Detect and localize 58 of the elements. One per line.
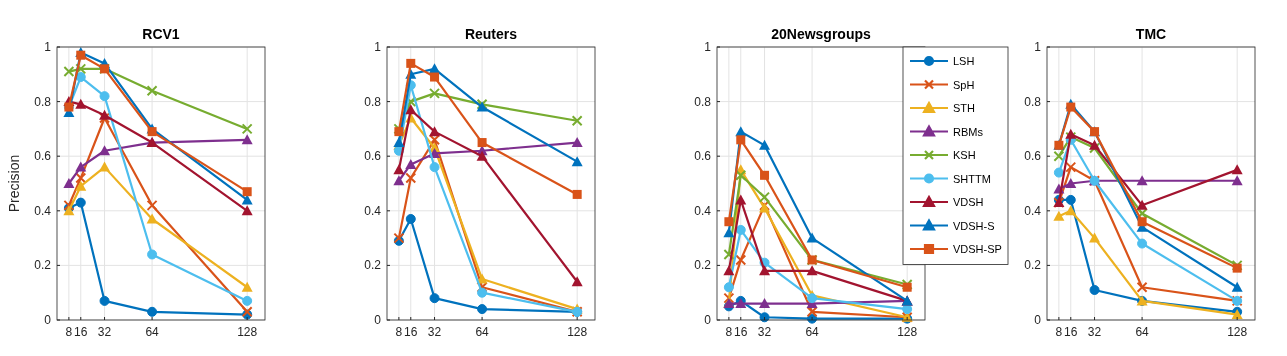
legend-label: SpH bbox=[953, 78, 975, 91]
y-tick-label: 0.2 bbox=[694, 258, 712, 273]
x-tick-label: 16 bbox=[734, 325, 748, 339]
x-tick-label: 16 bbox=[404, 325, 418, 339]
y-tick-label: 0.6 bbox=[34, 149, 52, 164]
y-tick-label: 0 bbox=[704, 313, 712, 327]
legend-label: LSH bbox=[953, 55, 975, 67]
y-tick-label: 0 bbox=[44, 313, 52, 327]
y-tick-label: 0.8 bbox=[694, 94, 712, 109]
legend-label: VDSH-SP bbox=[953, 243, 1002, 255]
y-axis-title: Precision bbox=[6, 154, 22, 213]
chart-title: TMC bbox=[1135, 26, 1167, 42]
x-tick-label: 32 bbox=[97, 325, 112, 339]
y-tick-label: 0 bbox=[374, 313, 382, 327]
legend-label: SHTTM bbox=[953, 172, 991, 185]
x-tick-label: 128 bbox=[567, 325, 588, 339]
chart-title: RCV1 bbox=[142, 26, 180, 42]
y-tick-label: 0.6 bbox=[1024, 149, 1042, 164]
legend-label: RBMs bbox=[953, 125, 984, 138]
y-tick-label: 0.4 bbox=[1024, 203, 1042, 218]
chart-title: 20Newsgroups bbox=[771, 26, 871, 42]
legend-label: VDSH bbox=[953, 196, 984, 208]
x-tick-label: 16 bbox=[1064, 325, 1078, 339]
y-tick-label: 1 bbox=[1034, 40, 1042, 54]
y-tick-label: 1 bbox=[704, 40, 712, 54]
x-tick-label: 8 bbox=[725, 325, 733, 339]
x-tick-label: 64 bbox=[805, 325, 820, 339]
y-tick-label: 0.2 bbox=[364, 258, 382, 273]
y-tick-label: 0.4 bbox=[34, 203, 52, 218]
y-tick-label: 0.8 bbox=[1024, 94, 1042, 109]
y-tick-label: 0.2 bbox=[34, 258, 52, 273]
y-tick-label: 1 bbox=[374, 40, 382, 54]
y-tick-label: 1 bbox=[44, 40, 52, 54]
x-tick-label: 64 bbox=[475, 325, 490, 339]
y-tick-label: 0 bbox=[1034, 313, 1042, 327]
y-tick-label: 0.4 bbox=[694, 203, 712, 218]
x-tick-label: 128 bbox=[237, 325, 258, 339]
y-tick-label: 0.8 bbox=[364, 94, 382, 109]
x-tick-label: 8 bbox=[395, 325, 403, 339]
legend-label: STH bbox=[953, 102, 976, 114]
chart-title: Reuters bbox=[464, 26, 518, 42]
x-tick-label: 16 bbox=[74, 325, 88, 339]
x-tick-label: 32 bbox=[757, 325, 772, 339]
legend-label: VDSH-S bbox=[953, 219, 995, 232]
y-tick-label: 0.6 bbox=[694, 149, 712, 164]
y-tick-label: 0.6 bbox=[364, 149, 382, 164]
x-tick-label: 128 bbox=[1227, 325, 1248, 339]
x-tick-label: 32 bbox=[1087, 325, 1102, 339]
x-tick-label: 128 bbox=[897, 325, 918, 339]
y-tick-label: 0.4 bbox=[364, 203, 382, 218]
legend-label: KSH bbox=[953, 149, 976, 161]
y-tick-label: 0.2 bbox=[1024, 258, 1042, 273]
y-tick-label: 0.8 bbox=[34, 94, 52, 109]
x-tick-label: 64 bbox=[145, 325, 160, 339]
x-tick-label: 8 bbox=[65, 325, 73, 339]
x-tick-label: 64 bbox=[1135, 325, 1150, 339]
x-tick-label: 32 bbox=[427, 325, 442, 339]
x-tick-label: 8 bbox=[1055, 325, 1063, 339]
